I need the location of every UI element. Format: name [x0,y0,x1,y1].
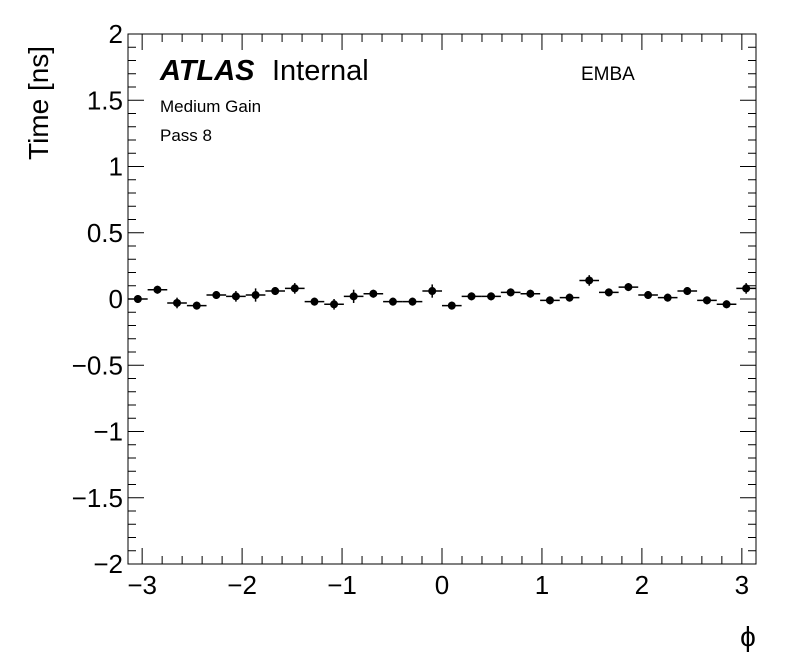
marker [585,276,594,285]
marker [388,297,397,306]
data-point [245,288,266,302]
data-point [461,292,482,301]
marker [742,284,751,293]
pass-label: Pass 8 [160,126,212,145]
y-tick-label: 2 [109,19,123,49]
data-point [402,297,423,306]
y-tick-label: 0 [109,284,123,314]
x-tick-label: 3 [735,570,749,600]
data-point [520,289,541,298]
y-tick-label: −0.5 [72,350,123,380]
x-tick-label: −2 [227,570,257,600]
data-point [638,291,658,300]
data-point [559,293,580,302]
marker [231,292,240,301]
marker [467,292,476,301]
data-point [618,283,639,292]
y-tick-label: 1 [109,152,123,182]
data-point [599,288,619,297]
marker [624,283,633,292]
data-point [677,287,698,296]
y-tick-label: −1.5 [72,483,123,513]
marker [369,289,378,298]
x-tick-label: 0 [435,570,449,600]
data-point [422,284,443,298]
gain-label: Medium Gain [160,97,261,116]
y-tick-label: −1 [93,417,123,447]
y-tick-label: 0.5 [87,218,123,248]
marker [663,293,672,302]
marker [349,292,358,301]
marker [271,287,280,296]
data-point [324,299,344,310]
data-point [186,301,207,310]
data-point [716,300,737,309]
y-tick-label: −2 [93,549,123,579]
marker [330,300,339,309]
marker [702,296,711,305]
marker [192,301,201,310]
marker [173,298,182,307]
marker [683,287,692,296]
marker [212,291,221,300]
data-point [226,291,246,302]
marker [722,300,731,309]
region-label: EMBA [581,64,635,85]
data-point [481,292,501,301]
marker [506,288,515,297]
marker [133,295,142,303]
marker [526,289,535,298]
internal-label: Internal [272,55,369,87]
y-axis-title: Time [ns] [23,46,54,160]
marker [310,297,319,306]
marker [545,296,554,305]
marker [251,291,260,300]
marker [428,287,437,296]
x-tick-label: 1 [535,570,549,600]
marker [447,301,456,310]
data-point [657,293,678,302]
marker [565,293,574,302]
x-axis-title: ϕ [740,621,756,652]
atlas-label: ATLAS [159,55,255,87]
marker [153,285,162,294]
axis-ticks [128,33,756,565]
marker [408,297,417,306]
data-point [206,291,227,300]
data-points [128,275,756,310]
marker [487,292,496,301]
data-point [383,297,403,306]
data-point [343,289,364,303]
data-point [500,288,521,297]
data-point [579,275,600,286]
x-tick-label: −1 [327,570,357,600]
data-point [697,296,717,305]
data-point [363,289,384,298]
data-point [736,283,756,294]
data-point [441,301,462,310]
x-tick-label: −3 [127,570,157,600]
data-point [284,283,305,294]
data-point [304,297,325,306]
marker [290,284,299,293]
marker [644,291,653,300]
data-point [128,295,148,303]
marker [604,288,613,297]
data-point [147,285,168,294]
data-point [540,296,560,305]
y-tick-label: 1.5 [87,85,123,115]
data-point [167,297,187,309]
data-point [265,287,285,296]
axis-tick-labels: −2−1.5−1−0.500.511.52−3 −2 −1 0 1 2 3 [72,19,749,600]
x-tick-label: 2 [635,570,649,600]
